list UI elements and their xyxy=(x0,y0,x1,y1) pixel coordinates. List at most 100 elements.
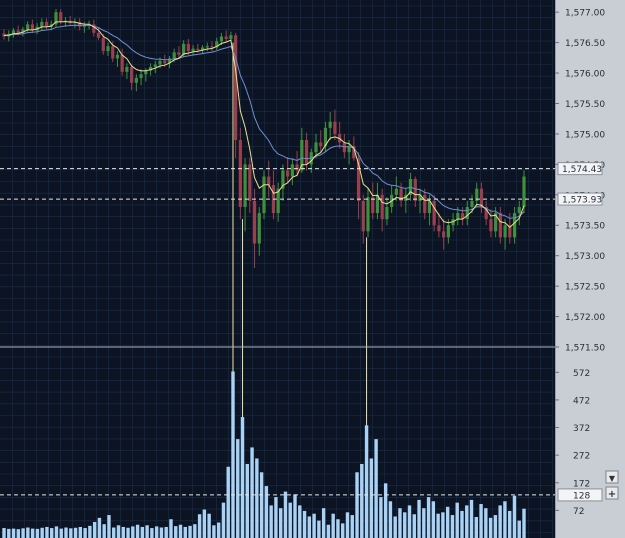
volume-bar xyxy=(159,527,164,538)
candle-body xyxy=(342,142,346,153)
candle-body xyxy=(167,58,172,64)
volume-marker-label: 128 xyxy=(573,491,590,501)
volume-spike-lines xyxy=(232,42,368,426)
volume-bar xyxy=(507,510,512,538)
volume-bar xyxy=(45,526,49,538)
volume-bar xyxy=(374,439,378,538)
volume-bar xyxy=(517,520,521,538)
candle-body xyxy=(267,176,271,186)
candle-body xyxy=(234,35,238,141)
candle-body xyxy=(92,24,96,33)
candle-body xyxy=(385,206,389,220)
price-tick-label: 1,576.00 xyxy=(565,70,605,80)
volume-bar xyxy=(312,513,316,538)
volume-bar xyxy=(331,513,335,538)
price-tick-label: 1,572.00 xyxy=(565,313,605,323)
candle-body xyxy=(286,170,290,177)
candle-body xyxy=(427,200,432,214)
candle-body xyxy=(314,142,318,153)
candle-body xyxy=(356,158,361,201)
candle-body xyxy=(73,21,77,24)
candle-body xyxy=(134,77,138,83)
volume-marker-box xyxy=(557,488,603,502)
candle-body xyxy=(276,188,280,214)
volume-bar xyxy=(259,472,264,538)
candle-body xyxy=(130,66,134,83)
volume-bar xyxy=(388,501,393,538)
volume-bar xyxy=(512,495,517,538)
volume-bar xyxy=(126,527,130,538)
candle-body xyxy=(21,29,25,33)
volume-bar xyxy=(197,514,202,538)
volume-bar xyxy=(16,529,21,538)
volume-bar xyxy=(455,502,459,538)
volume-bar xyxy=(488,517,493,538)
volume-bar xyxy=(474,517,478,538)
candle-body xyxy=(484,206,488,220)
volume-bar xyxy=(403,512,407,538)
volume-bar xyxy=(207,513,211,538)
volume-bar xyxy=(436,513,440,538)
candle-body xyxy=(219,36,224,42)
volume-bar xyxy=(369,458,374,538)
candle-body xyxy=(423,194,427,214)
candle-body xyxy=(186,43,190,52)
volume-tick-label: 272 xyxy=(573,452,590,462)
candle-body xyxy=(144,70,148,75)
candle-body xyxy=(111,46,115,59)
volume-bar xyxy=(231,371,235,538)
candle-body xyxy=(106,46,110,52)
volume-bar xyxy=(174,526,178,538)
volume-tick-label: 372 xyxy=(573,424,590,434)
candle-body xyxy=(328,121,332,128)
candle-body xyxy=(508,225,512,238)
volume-bar xyxy=(441,512,445,538)
volume-bar xyxy=(522,508,526,538)
candle-body xyxy=(252,200,257,244)
volume-bar xyxy=(11,528,16,538)
candle-body xyxy=(375,194,380,214)
volume-bar xyxy=(88,525,92,538)
volume-bar xyxy=(121,526,125,538)
candle-body xyxy=(96,32,101,38)
expand-button[interactable] xyxy=(605,486,619,500)
volume-bar xyxy=(479,504,483,538)
candle-body xyxy=(26,24,30,30)
candle-body xyxy=(59,12,63,22)
volume-bar xyxy=(422,508,426,538)
volume-bar xyxy=(131,526,135,538)
volume-bar xyxy=(188,525,192,538)
candle-body xyxy=(475,188,479,201)
volume-bar xyxy=(321,508,326,538)
candle-body xyxy=(16,30,20,33)
price-marker-label: 1,573.93 xyxy=(562,196,602,206)
candle-body xyxy=(512,213,517,238)
candle-body xyxy=(30,24,34,31)
volume-bar xyxy=(150,528,154,538)
candle-body xyxy=(238,140,242,207)
volume-bar xyxy=(169,519,173,538)
volume-bar xyxy=(445,506,450,538)
candle-body xyxy=(248,164,252,201)
candle-body xyxy=(215,41,219,48)
volume-bar xyxy=(145,525,149,538)
candle-body xyxy=(224,36,228,39)
volume-bar xyxy=(193,524,197,538)
volume-tick-label: 472 xyxy=(573,396,590,406)
candle-body xyxy=(290,164,294,177)
scroll-down-button[interactable] xyxy=(605,470,619,484)
candle-body xyxy=(229,35,233,39)
volume-bar xyxy=(116,525,121,538)
volume-bar xyxy=(398,508,402,538)
volume-bar xyxy=(498,505,502,538)
candle-body xyxy=(120,54,124,72)
chart-background xyxy=(0,0,555,538)
volume-bar xyxy=(183,526,187,538)
volume-bar xyxy=(264,486,269,538)
price-tick-label: 1,575.00 xyxy=(565,130,605,140)
candle-body xyxy=(456,213,460,220)
volume-bar xyxy=(345,512,350,538)
volume-bar xyxy=(73,527,78,538)
candle-body xyxy=(191,48,195,52)
